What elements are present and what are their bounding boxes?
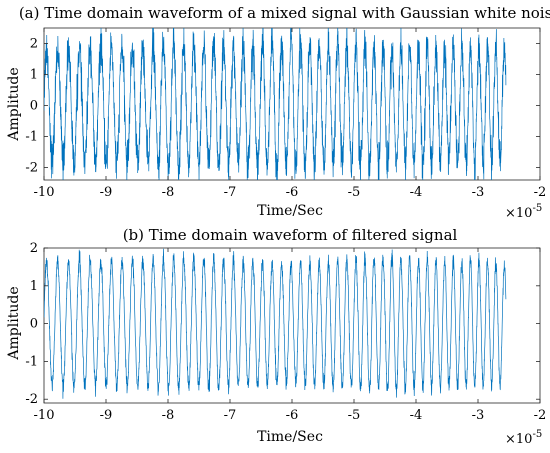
y-axis-label-a: Amplitude <box>6 67 22 141</box>
x-multiplier-base-a: ×10 <box>505 206 532 221</box>
x-multiplier-exp-b: -5 <box>532 429 542 440</box>
x-tick-label-a: -3 <box>472 185 485 200</box>
y-tick-label-a: 0 <box>30 99 38 114</box>
x-tick-label-a: -4 <box>410 185 423 200</box>
x-tick-label-b: -4 <box>410 408 423 423</box>
x-tick-label-b: -7 <box>224 408 237 423</box>
x-tick-label-a: -7 <box>224 185 237 200</box>
x-multiplier-b: ×10-5 <box>505 429 542 447</box>
x-tick-label-b: -3 <box>472 408 485 423</box>
x-tick-label-a: -10 <box>34 185 55 200</box>
x-multiplier-base-b: ×10 <box>505 432 532 447</box>
x-tick-label-b: -6 <box>286 408 299 423</box>
x-tick-label-b: -5 <box>348 408 361 423</box>
panel-a: (a) Time domain waveform of a mixed sign… <box>6 4 550 221</box>
y-tick-label-b: -1 <box>25 354 38 369</box>
signal-series-b <box>44 248 507 399</box>
y-tick-label-a: 2 <box>30 37 38 52</box>
y-tick-label-b: -2 <box>25 392 38 407</box>
y-axis-label-b: Amplitude <box>6 286 22 360</box>
x-tick-label-a: -6 <box>286 185 299 200</box>
x-axis-label-a: Time/Sec <box>257 203 323 219</box>
y-tick-label-b: 2 <box>30 241 38 256</box>
y-tick-label-a: -1 <box>25 130 38 145</box>
y-tick-label-b: 1 <box>30 279 38 294</box>
x-multiplier-exp-a: -5 <box>532 203 542 214</box>
x-tick-label-a: -2 <box>534 185 547 200</box>
x-tick-label-b: -10 <box>34 408 55 423</box>
x-multiplier-a: ×10-5 <box>505 203 542 221</box>
x-tick-label-a: -5 <box>348 185 361 200</box>
y-tick-label-a: 1 <box>30 68 38 83</box>
x-tick-label-b: -9 <box>100 408 113 423</box>
x-tick-label-b: -8 <box>162 408 175 423</box>
x-tick-label-b: -2 <box>534 408 547 423</box>
y-tick-label-b: 0 <box>30 317 38 332</box>
signal-series-a <box>44 28 507 180</box>
chart-title-a: (a) Time domain waveform of a mixed sign… <box>19 4 550 22</box>
x-tick-label-a: -9 <box>100 185 113 200</box>
x-tick-label-a: -8 <box>162 185 175 200</box>
x-axis-label-b: Time/Sec <box>257 429 323 445</box>
y-tick-label-a: -2 <box>25 161 38 176</box>
panel-b: (b) Time domain waveform of filtered sig… <box>6 226 546 447</box>
chart-title-b: (b) Time domain waveform of filtered sig… <box>123 226 458 244</box>
